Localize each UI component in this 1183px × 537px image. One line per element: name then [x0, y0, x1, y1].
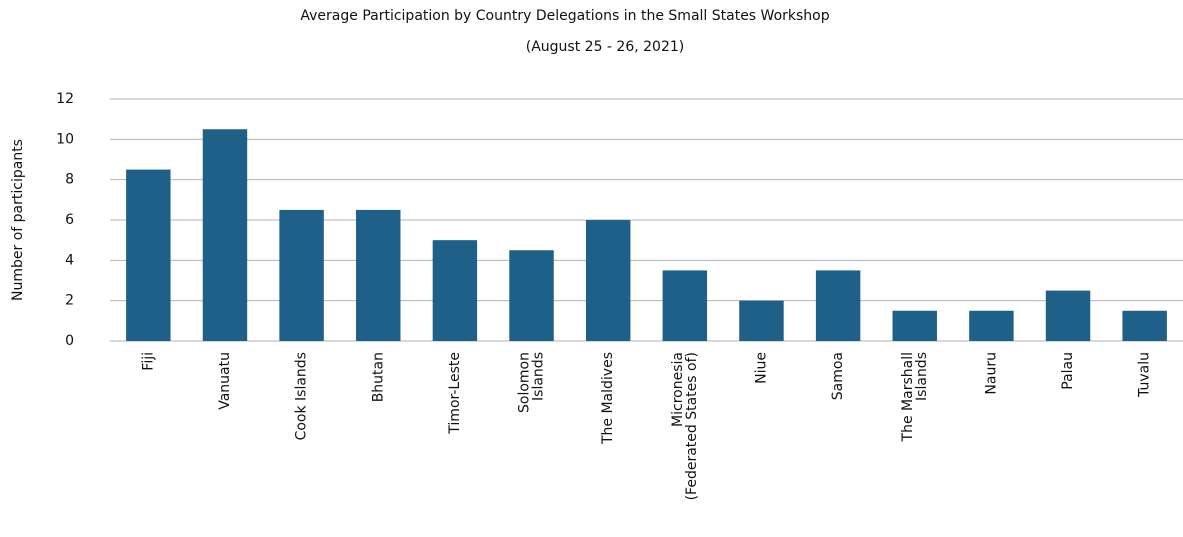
x-tick-label: The Maldives	[600, 352, 616, 445]
y-tick-label: 0	[65, 333, 74, 349]
x-tick-label: Nauru	[983, 352, 999, 395]
x-tick-label: Tuvalu	[1137, 352, 1153, 398]
y-tick-label: 4	[65, 252, 74, 268]
y-tick-label: 12	[56, 91, 74, 107]
bar	[202, 129, 248, 341]
bar	[739, 300, 784, 341]
y-axis-label: Number of participants	[10, 139, 26, 301]
x-tick-label: Palau	[1060, 352, 1076, 390]
chart-title: Average Participation by Country Delegat…	[300, 8, 829, 24]
bar	[662, 270, 708, 341]
bar	[892, 310, 937, 341]
chart-subtitle: (August 25 - 26, 2021)	[526, 39, 684, 55]
bar	[815, 270, 861, 341]
bar	[126, 169, 171, 341]
y-tick-label: 2	[65, 293, 74, 309]
bar	[509, 250, 554, 341]
x-tick-label: Bhutan	[370, 352, 386, 402]
bar	[1045, 290, 1091, 341]
x-tick-label: Cook Islands	[294, 352, 310, 440]
x-tick-label: Niue	[753, 352, 769, 384]
x-tick-label: Samoa	[830, 352, 846, 400]
y-tick-label: 6	[65, 212, 74, 228]
x-tick-label: Fiji	[140, 352, 156, 371]
bar	[585, 220, 631, 341]
y-tick-label: 10	[56, 131, 74, 147]
bar	[432, 240, 478, 341]
bar	[356, 209, 401, 341]
bar	[279, 209, 324, 341]
y-tick-label: 8	[65, 172, 74, 188]
x-tick-label: Vanuatu	[217, 352, 233, 410]
x-tick-label: Timor-Leste	[447, 352, 463, 435]
x-tick-label: SolomonIslands	[517, 352, 547, 413]
x-tick-label: Micronesia(Federated States of)	[670, 352, 700, 500]
bar	[1122, 310, 1167, 341]
bar	[969, 310, 1014, 341]
x-tick-label: The MarshallIslands	[900, 352, 930, 442]
